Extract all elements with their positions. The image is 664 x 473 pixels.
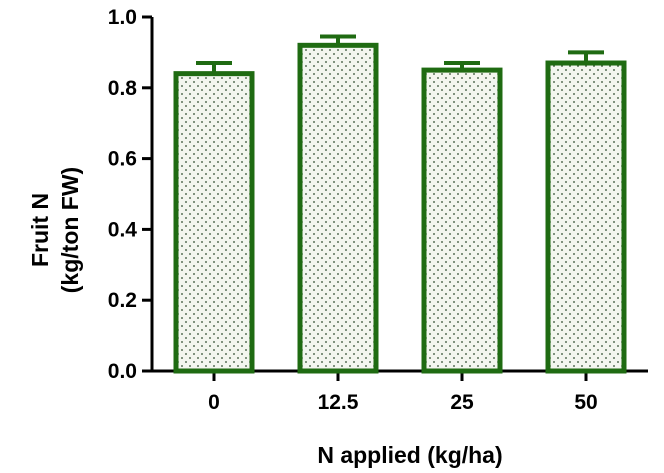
y-tick-label: 0.6 [108,148,137,171]
y-axis-title-line1: Fruit N [27,193,53,267]
x-tick-label: 12.5 [318,391,359,414]
bar [297,42,379,374]
y-tick-label: 0.2 [108,289,137,312]
x-axis-title: N applied (kg/ha) [317,442,502,468]
bars-group [173,34,627,374]
x-tick-label: 0 [208,391,220,414]
y-tick-label: 0.8 [108,77,138,100]
bar [545,60,627,374]
y-axis-title-line2: (kg/ton FW) [57,167,83,293]
y-tick-label: 0.0 [108,360,137,383]
x-axis: 0 12.5 25 50 [151,369,648,414]
x-tick-label: 50 [574,391,597,414]
y-tick-label: 1.0 [108,6,137,29]
y-tick-label: 0.4 [108,218,138,241]
bar [173,71,255,374]
x-tick-label: 25 [450,391,474,414]
y-axis: 0.0 0.2 0.4 0.6 0.8 1.0 [108,6,154,383]
bar [421,67,503,374]
